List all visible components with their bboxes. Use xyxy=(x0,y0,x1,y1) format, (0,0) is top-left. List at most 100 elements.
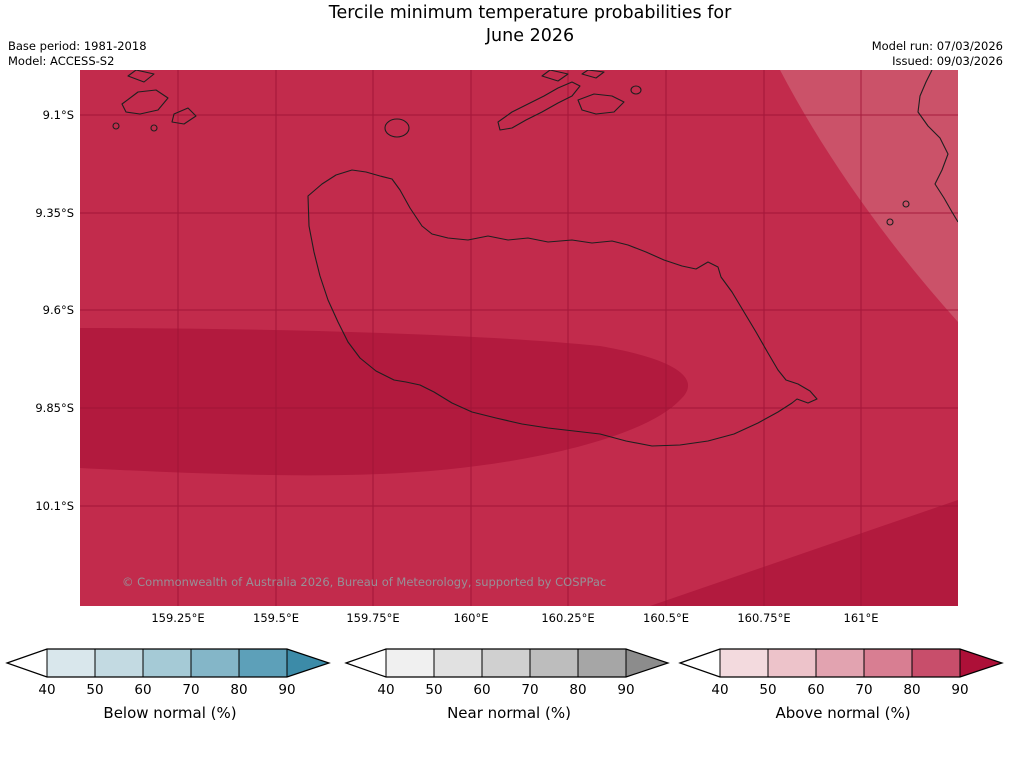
islet-2 xyxy=(886,218,894,226)
legend-above-normal: 40 50 60 70 80 90 Above normal (%) xyxy=(678,646,1008,726)
page-title: Tercile minimum temperature probabilitie… xyxy=(60,2,1000,48)
lat-tick-label: 10.1°S xyxy=(35,499,74,513)
island-florida-3 xyxy=(630,85,642,95)
title-line2: June 2026 xyxy=(485,26,575,46)
legend-colorbar-above xyxy=(678,648,1004,678)
island-florida-2 xyxy=(577,93,625,115)
island-florida-1 xyxy=(497,81,581,131)
lat-tick-label: 9.35°S xyxy=(35,206,74,220)
legend-tick: 40 xyxy=(711,682,729,698)
legend-caption-below: Below normal (%) xyxy=(103,704,237,722)
legend-segment xyxy=(626,649,668,677)
map-container: © Commonwealth of Australia 2026, Bureau… xyxy=(80,69,959,606)
legend-segment xyxy=(7,649,47,677)
lon-tick-label: 160°E xyxy=(453,611,489,625)
legend-colorbar-near xyxy=(344,648,670,678)
island-savo xyxy=(384,118,410,138)
legend-dividers xyxy=(46,649,288,677)
coast-malaita xyxy=(917,69,959,223)
legend-outline xyxy=(344,648,670,678)
legend-segment xyxy=(768,649,816,677)
lon-tick-label: 161°E xyxy=(843,611,879,625)
legend-tick: 50 xyxy=(759,682,777,698)
legend-near-normal: 40 50 60 70 80 90 Near normal (%) xyxy=(344,646,674,726)
legend-tick: 50 xyxy=(86,682,104,698)
island-florida-5 xyxy=(581,69,605,79)
legend-segment xyxy=(191,649,239,677)
model-info: Base period: 1981-2018 Model: ACCESS-S2 xyxy=(8,39,147,69)
legend-tick: 70 xyxy=(855,682,873,698)
legend-tick: 80 xyxy=(230,682,248,698)
legend-tick: 90 xyxy=(951,682,969,698)
lon-tick-label: 159.25°E xyxy=(151,611,205,625)
legend-segment xyxy=(864,649,912,677)
legend-tick: 60 xyxy=(134,682,152,698)
legend-segment xyxy=(720,649,768,677)
map-region-above-90-southeast xyxy=(650,500,958,606)
legend-tick: 80 xyxy=(569,682,587,698)
copyright-text: © Commonwealth of Australia 2026, Bureau… xyxy=(122,575,607,589)
lat-tick-label: 9.6°S xyxy=(42,303,74,317)
lon-tick-label: 160.75°E xyxy=(737,611,791,625)
lon-tick-label: 160.25°E xyxy=(541,611,595,625)
legend-below-normal: 40 50 60 70 80 90 Below normal (%) xyxy=(5,646,335,726)
legend-tick: 40 xyxy=(38,682,56,698)
legend-tick: 70 xyxy=(182,682,200,698)
legend-tick: 40 xyxy=(377,682,395,698)
issued-text: Issued: 09/03/2026 xyxy=(892,54,1003,68)
run-info: Model run: 07/03/2026 Issued: 09/03/2026 xyxy=(872,39,1003,69)
legend-segment xyxy=(578,649,626,677)
legend-outline xyxy=(5,648,331,678)
legend-tick: 90 xyxy=(278,682,296,698)
legend-segment xyxy=(482,649,530,677)
legend-caption-above: Above normal (%) xyxy=(775,704,911,722)
coastline xyxy=(112,69,959,447)
legend-segment xyxy=(287,649,329,677)
legend-tick: 60 xyxy=(807,682,825,698)
lat-tick-label: 9.85°S xyxy=(35,401,74,415)
lon-tick-label: 160.5°E xyxy=(643,611,689,625)
legend-dividers xyxy=(719,649,961,677)
island-russell-1 xyxy=(121,89,169,115)
islet-1 xyxy=(902,200,910,208)
lon-tick-label: 159.5°E xyxy=(253,611,299,625)
lat-tick-label: 9.1°S xyxy=(42,108,74,122)
legend-segment xyxy=(95,649,143,677)
legend-outline xyxy=(678,648,1004,678)
legend-segment xyxy=(816,649,864,677)
legend-segment xyxy=(346,649,386,677)
legend-tick: 50 xyxy=(425,682,443,698)
legend-caption-near: Near normal (%) xyxy=(447,704,571,722)
island-russell-4 xyxy=(150,124,158,132)
legend-segment xyxy=(239,649,287,677)
map-region-above-90-west xyxy=(80,328,689,476)
legend-tick: 60 xyxy=(473,682,491,698)
island-russell-5 xyxy=(127,69,155,83)
legend-segment xyxy=(912,649,960,677)
legend-tick: 70 xyxy=(521,682,539,698)
legend-dividers xyxy=(385,649,627,677)
lon-tick-label: 159.75°E xyxy=(346,611,400,625)
legend-segment xyxy=(386,649,434,677)
title-line1: Tercile minimum temperature probabilitie… xyxy=(328,3,732,23)
model-run-text: Model run: 07/03/2026 xyxy=(871,39,1003,53)
island-guadalcanal xyxy=(307,169,818,447)
model-name-text: Model: ACCESS-S2 xyxy=(8,54,115,68)
legend-segment xyxy=(530,649,578,677)
legend-tick: 90 xyxy=(617,682,635,698)
probability-map xyxy=(80,69,959,606)
legend-segment xyxy=(680,649,720,677)
legend-segment xyxy=(143,649,191,677)
map-region-70-80 xyxy=(780,70,958,322)
grid-lines xyxy=(80,70,958,606)
legend-segment xyxy=(47,649,95,677)
legend-tick: 80 xyxy=(903,682,921,698)
island-florida-4 xyxy=(541,69,569,82)
legend-colorbar-below xyxy=(5,648,331,678)
legend-segment xyxy=(960,649,1002,677)
base-period-text: Base period: 1981-2018 xyxy=(8,39,147,53)
island-russell-3 xyxy=(112,122,120,130)
island-russell-2 xyxy=(171,107,197,125)
legend-segment xyxy=(434,649,482,677)
